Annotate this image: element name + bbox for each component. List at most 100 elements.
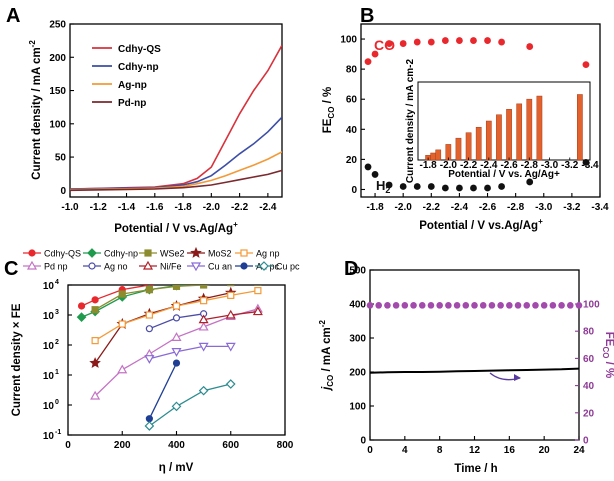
inset-x-tick-label: -1.8: [420, 160, 438, 171]
data-point-c: [172, 314, 181, 322]
inset-bar: [465, 132, 472, 161]
legend-marker-c: [190, 262, 202, 272]
y-tick-label-c: 10: [43, 341, 55, 352]
data-point-c: [171, 332, 182, 341]
y-tick-label-d-right: 40: [583, 381, 595, 392]
y-tick-label-d-right: 20: [583, 408, 595, 419]
y-tick-label-b: 20: [346, 155, 358, 166]
x-tick-label-a: -1.2: [90, 202, 108, 213]
legend-label-a: Pd-np: [118, 98, 146, 109]
data-point-co: [364, 58, 372, 66]
data-point-c: [172, 359, 181, 367]
y-tick-label-c: 10: [43, 311, 55, 322]
data-point-c: [171, 401, 182, 412]
legend-label-c: Cdhy-np: [104, 249, 138, 259]
annotation-arrowhead: [514, 374, 521, 381]
panel-a: A -1.0 -1.2 -1.4 -1.6 -1.8 -2.0 -2.2 -2.4 0 50 100…: [6, 5, 283, 235]
plot-frame-a: [69, 23, 283, 198]
data-point-co: [456, 37, 463, 44]
x-tick-label-b: -2.2: [423, 202, 441, 213]
data-point-c: [254, 287, 262, 295]
data-point-c: [227, 291, 235, 300]
data-point-c: [175, 285, 178, 286]
y-tick-label-d-right: 60: [583, 354, 595, 365]
series-line-c: [81, 285, 155, 307]
x-tick-label-a: -1.6: [146, 202, 164, 213]
y-tick-label-b: 0: [351, 185, 357, 196]
legend-marker-c: [240, 249, 248, 257]
data-point-c: [225, 309, 236, 319]
y-tick-label-d-left: 100: [349, 402, 366, 413]
y-tick-exponent-c: 4: [55, 279, 59, 286]
data-point-c: [76, 312, 87, 322]
data-point-co: [441, 37, 449, 44]
y-tick-label-c: 10: [43, 371, 55, 382]
legend-marker-c: [87, 248, 97, 258]
x-tick-label-d: 16: [504, 445, 516, 456]
legend-label-c: Cdhy-QS: [44, 249, 81, 259]
x-tick-label-a: -2.0: [203, 202, 221, 213]
y-tick-label-b: 60: [346, 95, 358, 106]
data-point-co: [385, 40, 393, 47]
x-tick-label-b: -3.0: [535, 202, 553, 213]
x-tick-label-a: -2.2: [231, 202, 249, 213]
legend-label-a: Cdhy-QS: [118, 44, 161, 55]
inset-y-axis-label: Current density / mA cm-2: [405, 59, 416, 184]
x-axis-label-a: Potential / V vs.Ag/Ag+: [114, 220, 238, 235]
inset-frame: [417, 81, 591, 161]
data-point-c: [254, 285, 262, 286]
legend-label-c: Ni/Fe: [160, 262, 182, 272]
data-point-feco: [384, 302, 391, 309]
y-tick-label-b: 100: [340, 35, 357, 46]
data-point-feco: [575, 302, 583, 309]
legend-label-c: MoS2: [208, 249, 232, 259]
panel-label-c: C: [4, 258, 18, 280]
x-tick-label-a: -1.8: [174, 202, 192, 213]
y-tick-label-a: 100: [49, 119, 66, 130]
data-point-c: [252, 306, 263, 316]
data-point-co: [413, 38, 421, 46]
y-tick-exponent-c: 1: [55, 369, 59, 376]
panel-c: C Cdhy-QS Cdhy-np WSe2 MoS2 Ag np Pd np Ag no N…: [4, 246, 300, 474]
y-tick-label-a: 250: [49, 20, 66, 31]
y-tick-exponent-c: 3: [55, 309, 59, 316]
data-point-feco: [488, 302, 496, 309]
data-point-feco: [566, 302, 574, 309]
data-point-h2: [413, 183, 421, 190]
legend-label-a: Cdhy-np: [118, 62, 159, 73]
panel-label-a: A: [6, 5, 20, 27]
data-point-c: [118, 290, 126, 298]
x-tick-label-b: -2.0: [395, 202, 413, 213]
data-point-co: [526, 43, 534, 50]
data-point-feco: [497, 302, 504, 309]
x-tick-label-c: 200: [114, 440, 131, 451]
inset-bar: [485, 120, 492, 161]
data-point-h2: [456, 184, 463, 192]
y-tick-label-a: 50: [55, 153, 67, 164]
x-tick-label-b: -3.4: [591, 202, 609, 213]
inset-x-axis-label: Potential / V vs. Ag/Ag+: [448, 169, 560, 180]
data-point-c: [200, 297, 208, 305]
data-point-feco: [366, 302, 374, 309]
legend-marker-c: [88, 262, 96, 270]
data-point-c: [77, 302, 86, 310]
inset-bar: [506, 109, 512, 161]
data-point-c: [225, 379, 236, 389]
inset-x-tick-label: -3.4: [581, 160, 599, 171]
inset-bar: [435, 149, 442, 161]
inset-x-tick-label: -3.2: [561, 160, 579, 171]
inset-x-tick-label: -2.2: [460, 160, 478, 171]
x-tick-label-c: 400: [168, 440, 185, 451]
data-point-feco: [410, 302, 417, 309]
x-tick-label-d: 8: [437, 445, 443, 456]
series-line-c: [149, 345, 231, 360]
y-axis-label-c: Current density × FE: [11, 303, 23, 416]
data-point-feco: [445, 302, 452, 309]
data-point-h2: [399, 183, 407, 190]
inset-x-tick-label: -2.6: [500, 160, 518, 171]
legend-marker-c: [259, 261, 269, 271]
data-point-feco: [436, 302, 443, 309]
panel-b: B -1.8 -2.0 -2.2 -2.4 -2.6 -2.8 -3.0 -3.2 -3.402…: [322, 5, 609, 232]
data-point-co: [498, 38, 505, 46]
